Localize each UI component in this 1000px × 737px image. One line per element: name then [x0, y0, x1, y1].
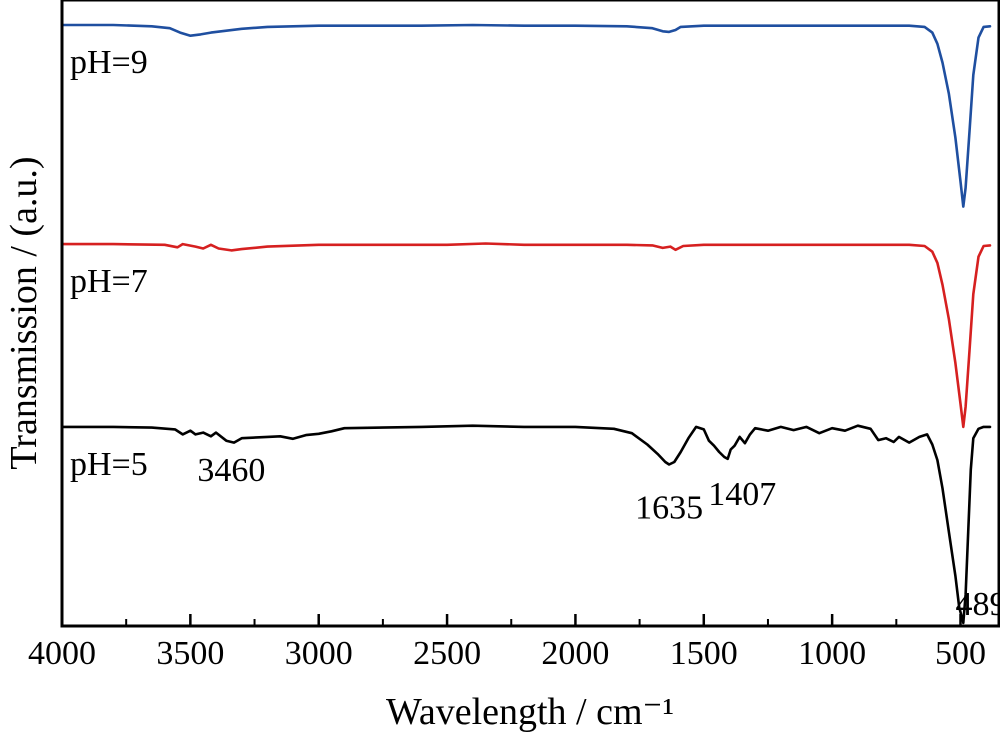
peak-label-489: 489	[956, 586, 1000, 623]
peak-label-1635: 1635	[635, 489, 703, 526]
x-axis-ticks	[60, 614, 962, 626]
x-tick-label: 4000	[28, 635, 96, 672]
series-line-ph-7	[60, 242, 992, 429]
peak-annotations: 3460 1635 1407 489	[197, 452, 1000, 623]
peak-label-3460: 3460	[197, 452, 265, 489]
x-tick-label: 1000	[798, 635, 866, 672]
x-tick-label: 2000	[541, 635, 609, 672]
series-line-ph-9	[60, 23, 992, 208]
peak-label-1407: 1407	[708, 476, 776, 513]
series-labels: pH=9 pH=7 pH=5	[70, 44, 148, 483]
x-axis-tick-labels: 4000 3500 3000 2500 2000 1500 1000 500	[28, 635, 986, 672]
series-label-ph-5: pH=5	[70, 446, 148, 483]
series-label-ph-7: pH=7	[70, 263, 148, 300]
series-label-ph-9: pH=9	[70, 44, 148, 81]
series-line-ph-5	[60, 424, 992, 625]
x-tick-label: 1500	[670, 635, 738, 672]
x-axis-title: Wavelength / cm⁻¹	[386, 691, 674, 733]
x-tick-label: 500	[935, 635, 986, 672]
x-tick-label: 2500	[413, 635, 481, 672]
plot-frame	[60, 0, 1000, 628]
plot-area	[60, 23, 992, 625]
x-tick-label: 3000	[285, 635, 353, 672]
x-tick-label: 3500	[156, 635, 224, 672]
y-axis-title: Transmission / (a.u.)	[3, 156, 45, 469]
